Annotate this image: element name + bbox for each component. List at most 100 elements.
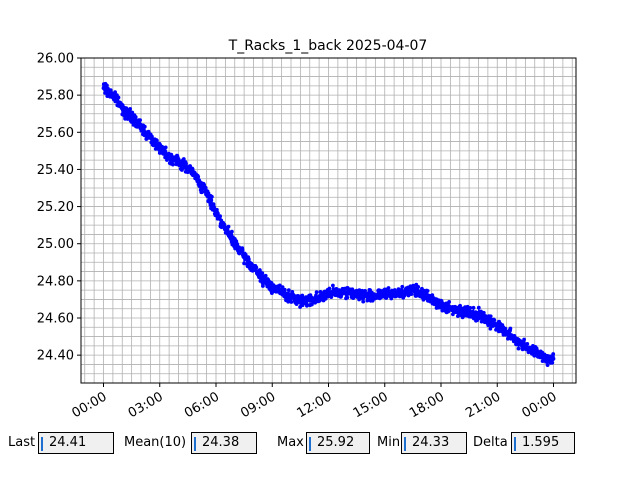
data-point — [516, 346, 521, 351]
stat-max-field[interactable]: 25.92 — [306, 432, 370, 454]
data-point — [289, 300, 294, 304]
data-points — [101, 81, 556, 367]
data-point — [327, 286, 332, 291]
data-point — [386, 286, 391, 290]
data-point — [218, 214, 223, 219]
data-point — [216, 211, 220, 216]
data-point — [240, 248, 245, 252]
text-cursor-icon — [404, 437, 406, 451]
data-point — [163, 145, 168, 150]
data-point — [468, 306, 473, 310]
y-tick-label: 26.00 — [37, 52, 74, 67]
stat-max-value: 25.92 — [317, 435, 355, 450]
data-point — [142, 124, 147, 129]
stat-min-field[interactable]: 24.33 — [401, 432, 467, 454]
data-point — [260, 271, 265, 275]
stat-mean-value: 24.38 — [202, 435, 240, 450]
data-point — [446, 309, 451, 314]
stat-min-value: 24.33 — [412, 435, 450, 450]
data-point — [169, 152, 174, 157]
data-point — [508, 326, 513, 331]
text-cursor-icon — [309, 437, 311, 451]
data-point — [277, 283, 282, 288]
y-tick-label: 24.40 — [37, 349, 74, 364]
data-point — [430, 293, 435, 297]
chart-title: T_Racks_1_back 2025-04-07 — [228, 38, 428, 54]
data-point — [230, 229, 234, 234]
data-point — [286, 288, 291, 293]
stat-delta-field[interactable]: 1.595 — [511, 432, 575, 454]
data-point — [196, 174, 201, 179]
stat-delta-value: 1.595 — [522, 435, 560, 450]
data-point — [280, 285, 285, 289]
data-point — [210, 194, 214, 199]
y-tick-label: 24.80 — [37, 274, 74, 289]
text-cursor-icon — [194, 437, 196, 451]
y-tick-label: 25.40 — [37, 163, 74, 178]
x-axis-ticks: 00:00 03:00 06:00 09:00 12:00 15:00 18:00 21:00… — [70, 383, 560, 421]
data-point — [234, 239, 239, 244]
data-point — [411, 283, 416, 288]
data-point — [133, 115, 138, 119]
data-point — [409, 292, 414, 296]
data-point — [551, 352, 556, 356]
stat-mean-field[interactable]: 24.38 — [191, 432, 257, 454]
data-point — [345, 295, 350, 300]
data-point — [503, 326, 508, 331]
data-point — [331, 283, 335, 288]
x-tick-label: 12:00 — [295, 389, 335, 421]
data-point — [181, 157, 186, 161]
data-point — [282, 287, 287, 292]
data-point — [176, 157, 181, 162]
stat-delta-label: Delta — [473, 435, 508, 450]
data-point — [522, 337, 526, 342]
data-point — [416, 285, 421, 289]
x-tick-label: 00:00 — [70, 389, 110, 421]
data-point — [488, 326, 493, 331]
data-point — [425, 289, 430, 293]
data-point — [361, 299, 366, 304]
y-axis-ticks: 24.40 24.60 24.80 25.00 25.20 25.40 25.60 25.80… — [37, 52, 81, 364]
x-tick-label: 00:00 — [520, 389, 560, 421]
x-tick-label: 03:00 — [126, 389, 166, 421]
data-point — [323, 296, 328, 301]
data-point — [125, 117, 130, 121]
data-point — [171, 162, 175, 167]
data-point — [389, 296, 394, 301]
data-point — [421, 297, 426, 302]
data-point — [105, 83, 109, 88]
y-tick-label: 24.60 — [37, 312, 74, 327]
stat-max-label: Max — [277, 435, 304, 450]
data-point — [263, 273, 268, 278]
data-point — [155, 138, 159, 143]
y-tick-label: 25.60 — [37, 126, 74, 141]
data-point — [476, 305, 481, 310]
data-point — [551, 356, 556, 361]
x-tick-label: 15:00 — [351, 389, 391, 421]
y-tick-label: 25.00 — [37, 237, 74, 252]
x-tick-label: 09:00 — [238, 389, 278, 421]
data-point — [226, 224, 231, 229]
data-point — [209, 198, 214, 203]
text-cursor-icon — [41, 437, 43, 451]
y-tick-label: 25.20 — [37, 200, 74, 215]
data-point — [305, 303, 310, 308]
data-point — [550, 360, 555, 365]
data-point — [200, 190, 204, 195]
data-point — [314, 290, 319, 295]
data-point — [254, 265, 259, 270]
data-point — [116, 95, 121, 100]
data-point — [184, 161, 188, 166]
data-point — [113, 90, 117, 94]
data-point — [188, 164, 193, 168]
data-point — [471, 305, 476, 310]
data-point — [130, 110, 135, 115]
data-point — [138, 118, 143, 122]
stat-last-value: 24.41 — [49, 435, 87, 450]
data-point — [400, 284, 405, 289]
data-point — [525, 342, 530, 346]
data-point — [447, 300, 451, 304]
data-point — [190, 167, 195, 172]
stat-last-field[interactable]: 24.41 — [38, 432, 114, 454]
y-tick-label: 25.80 — [37, 89, 74, 104]
